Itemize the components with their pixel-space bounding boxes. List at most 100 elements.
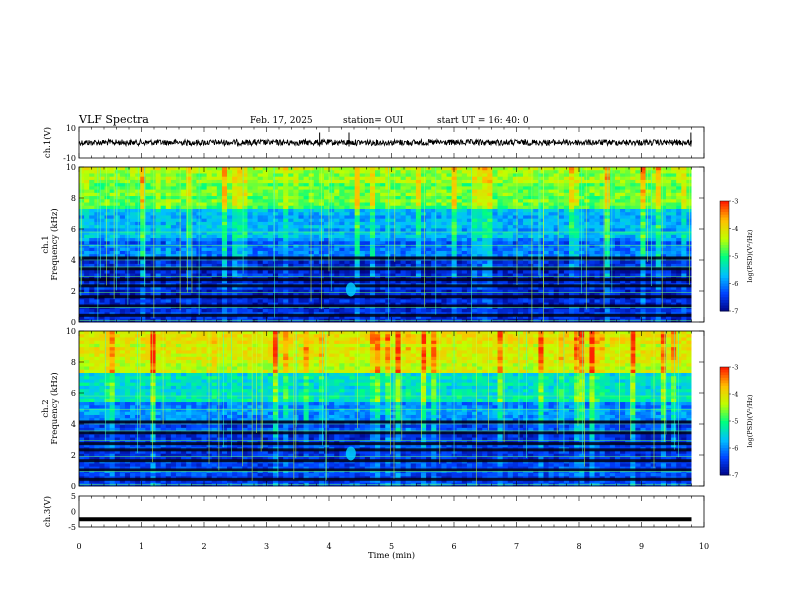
- spectrogram-cell: [385, 263, 391, 268]
- spectrogram-cell: [94, 176, 100, 181]
- spectrogram-cell: [175, 247, 182, 252]
- spectrogram-cell: [216, 215, 223, 220]
- spectrogram-cell: [390, 202, 396, 207]
- spectrogram-cell: [221, 215, 228, 220]
- spectrogram-cell: [533, 280, 539, 284]
- spectrogram-cell: [272, 205, 279, 210]
- spectrogram-cell: [502, 208, 509, 213]
- spectrogram-cell: [533, 202, 539, 207]
- spectrogram-cell: [395, 183, 401, 187]
- spectrogram-cell: [630, 286, 636, 291]
- spectrogram-cell: [272, 241, 279, 245]
- spectrogram-cell: [349, 218, 356, 223]
- spectrogram-cell: [237, 176, 243, 181]
- spectrogram-cell: [451, 289, 458, 294]
- spectrogram-cell: [563, 244, 570, 249]
- spectrogram-cell: [482, 202, 488, 207]
- spectrogram-cell: [206, 263, 213, 268]
- spectrogram-cell: [247, 212, 253, 216]
- spectrogram-cell: [201, 212, 207, 216]
- spectrogram-cell: [415, 270, 422, 274]
- spectrogram-cell: [206, 221, 213, 226]
- spectrogram-cell: [359, 238, 366, 242]
- spectrogram-cell: [609, 218, 616, 223]
- spectrogram-cell: [329, 176, 335, 181]
- spectrogram-cell: [466, 244, 473, 249]
- spectrogram-cell: [400, 170, 407, 174]
- spectrogram-cell: [655, 196, 662, 200]
- spectrogram-cell: [186, 173, 192, 178]
- spectrogram-cell: [130, 221, 136, 226]
- spectrogram-cell: [620, 238, 626, 242]
- spectrogram-cell: [298, 247, 304, 252]
- spectrogram-cell: [227, 241, 233, 245]
- spectrogram-cell: [553, 273, 560, 278]
- spectrogram-cell: [390, 183, 396, 187]
- spectrogram-cell: [676, 231, 682, 236]
- spectrogram-cell: [313, 176, 320, 181]
- spectrogram-cell: [155, 286, 162, 291]
- spectrogram-cell: [436, 202, 442, 207]
- spectrogram-cell: [645, 280, 652, 284]
- spectrogram-cell: [410, 273, 417, 278]
- spectrogram-cell: [497, 199, 504, 203]
- spectrogram-cell: [451, 192, 458, 197]
- spectrogram-cell: [640, 170, 646, 174]
- spectrogram-cell: [109, 241, 116, 245]
- spectrogram-cell: [303, 221, 310, 226]
- spectrogram-cell: [502, 189, 509, 194]
- spectrogram-cell: [99, 208, 105, 213]
- spectrogram-cell: [308, 234, 315, 239]
- spectrogram-cell: [334, 173, 340, 178]
- spectrogram-cell: [145, 192, 151, 197]
- spectrogram-cell: [160, 280, 167, 284]
- spectrogram-cell: [191, 238, 197, 242]
- spectrogram-cell: [614, 250, 621, 255]
- spectrogram-cell: [267, 208, 274, 213]
- spectrogram-cell: [553, 186, 560, 191]
- spectrogram-cell: [364, 208, 371, 213]
- spectrogram-cell: [655, 202, 662, 207]
- spectrogram-cell: [221, 221, 228, 226]
- spectrogram-cell: [461, 270, 468, 274]
- spectrogram-cell: [563, 189, 570, 194]
- spectrogram-cell: [385, 238, 391, 242]
- spectrogram-cell: [339, 218, 345, 223]
- spectrogram-cell: [569, 241, 575, 245]
- spectrogram-cell: [579, 199, 585, 203]
- spectrogram-cell: [293, 273, 299, 278]
- spectrogram-cell: [175, 244, 182, 249]
- spectrogram-cell: [354, 196, 361, 200]
- spectrogram-cell: [487, 273, 493, 278]
- spectrogram-cell: [278, 170, 284, 174]
- spectrogram-cell: [528, 241, 534, 245]
- spectrogram-cell: [645, 202, 652, 207]
- spectrogram-cell: [589, 263, 595, 268]
- spectrogram-cell: [221, 170, 228, 174]
- spectrogram-cell: [175, 270, 182, 274]
- spectrogram-cell: [665, 192, 672, 197]
- spectrogram-cell: [665, 196, 672, 200]
- spectrogram-cell: [625, 173, 631, 178]
- spectrogram-cell: [569, 176, 575, 181]
- spectrogram-cell: [512, 199, 519, 203]
- spectrogram-cell: [221, 263, 228, 268]
- spectrogram-cell: [635, 221, 641, 226]
- spectrogram-cell: [635, 176, 641, 181]
- spectrogram-cell: [436, 250, 442, 255]
- spectrogram-cell: [216, 208, 223, 213]
- spectrogram-cell: [620, 173, 626, 178]
- spectrogram-cell: [446, 167, 452, 171]
- spectrogram-cell: [681, 273, 687, 278]
- spectrogram-cell: [278, 215, 284, 220]
- spectrogram-cell: [186, 250, 192, 255]
- spectrogram-cell: [456, 228, 463, 232]
- spectrogram-cell: [155, 234, 162, 239]
- spectrogram-cell: [579, 228, 585, 232]
- spectrogram-cell: [324, 270, 330, 274]
- spectrogram-cell: [533, 244, 539, 249]
- spectrogram-cell: [303, 250, 310, 255]
- spectrogram-cell: [216, 238, 223, 242]
- spectrogram-cell: [604, 215, 611, 220]
- spectrogram-cell: [569, 205, 575, 210]
